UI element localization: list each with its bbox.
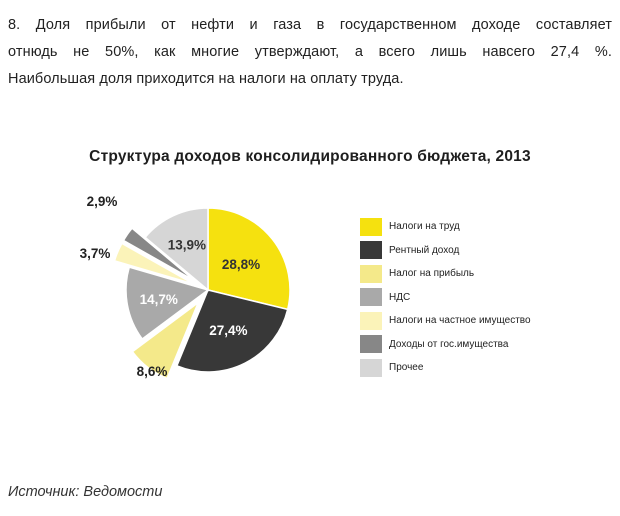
legend-item-state-property: Доходы от гос.имущества <box>360 333 610 357</box>
data-label-state-property: 2,9% <box>87 194 118 209</box>
chart-title: Структура доходов консолидированного бюд… <box>89 148 531 165</box>
legend-swatch-profit-tax <box>360 264 382 283</box>
legend-label-profit-tax: Налог на прибыль <box>389 268 475 280</box>
intro-line-3: Наибольшая доля приходится на налоги на … <box>8 71 404 87</box>
legend-swatch-state-property <box>360 335 382 354</box>
legend-label-other: Прочее <box>389 362 424 374</box>
data-label-other: 13,9% <box>168 238 206 253</box>
legend-label-state-property: Доходы от гос.имущества <box>389 338 509 350</box>
pie-slice-other <box>144 207 209 292</box>
pie-slice-rent-income <box>175 289 289 373</box>
legend-item-labor-tax: Налоги на труд <box>360 215 610 239</box>
source-note: Источник: Ведомости <box>8 484 163 500</box>
legend-item-profit-tax: Налог на прибыль <box>360 262 610 286</box>
pie-slice-property-tax <box>113 242 194 285</box>
intro-line-2: отнюдь не 50%, как многие утверждают, а … <box>8 44 612 60</box>
legend-item-other: Прочее <box>360 356 610 380</box>
chart-legend: Налоги на труд Рентный доход Налог на приб… <box>360 215 610 380</box>
data-label-rent-income: 27,4% <box>209 323 247 338</box>
intro-text: 8. Доля прибыли от нефти и газа в госуда… <box>8 12 612 93</box>
data-label-profit-tax: 8,6% <box>137 364 168 379</box>
legend-label-vat: НДС <box>389 291 411 303</box>
data-label-property-tax: 3,7% <box>80 246 111 261</box>
legend-item-property-tax: Налоги на частное имущество <box>360 309 610 333</box>
legend-item-rent-income: Рентный доход <box>360 239 610 263</box>
legend-swatch-vat <box>360 288 382 307</box>
legend-swatch-labor-tax <box>360 217 382 236</box>
legend-swatch-rent-income <box>360 241 382 260</box>
legend-label-rent-income: Рентный доход <box>389 244 460 256</box>
legend-swatch-property-tax <box>360 311 382 330</box>
legend-item-vat: НДС <box>360 286 610 310</box>
data-label-vat: 14,7% <box>140 292 178 307</box>
pie-slice-vat <box>125 266 210 341</box>
pie-slice-state-property <box>122 227 196 282</box>
pie-slice-labor-tax <box>207 207 291 311</box>
data-label-labor-tax: 28,8% <box>222 257 260 272</box>
legend-swatch-other <box>360 358 382 377</box>
intro-line-1: 8. Доля прибыли от нефти и газа в госуда… <box>8 17 612 33</box>
legend-label-labor-tax: Налоги на труд <box>389 221 460 233</box>
legend-label-property-tax: Налоги на частное имущество <box>389 315 531 327</box>
pie-slice-profit-tax <box>131 300 200 380</box>
